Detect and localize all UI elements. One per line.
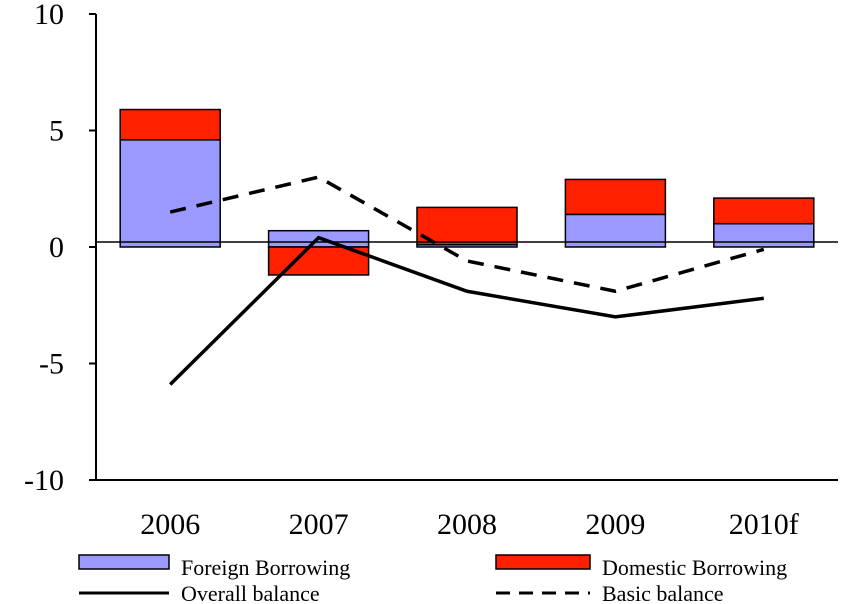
y-tick-label: 5	[49, 115, 64, 148]
x-tick-label: 2009	[585, 508, 645, 541]
legend-swatch-foreign-borrowing	[78, 554, 170, 570]
line-basic-balance	[169, 175, 765, 294]
legend-label-basic-balance: Basic balance	[602, 581, 724, 604]
legend-label-foreign-borrowing: Foreign Borrowing	[181, 555, 350, 580]
bar-foreign-borrowing	[119, 139, 221, 248]
legend-label-domestic-borrowing: Domestic Borrowing	[602, 555, 787, 580]
bar-domestic-borrowing	[119, 108, 221, 141]
bar-domestic-borrowing	[564, 178, 667, 216]
y-ticks: -10 -5 0 5 10	[24, 0, 96, 497]
legend-swatch-domestic-borrowing	[495, 554, 591, 570]
lines	[168, 175, 765, 386]
legend: Foreign Borrowing Domestic Borrowing Ove…	[78, 554, 787, 604]
x-ticks: 2006 2007 2008 2009 2010f	[140, 508, 799, 541]
y-tick-label: -10	[24, 464, 64, 497]
line-overall-balance	[168, 235, 765, 386]
bars	[119, 108, 815, 276]
x-tick-label: 2007	[289, 508, 349, 541]
y-tick-label: 0	[49, 231, 64, 264]
y-tick-label: 10	[34, 0, 64, 31]
x-tick-label: 2008	[437, 508, 497, 541]
bar-domestic-borrowing	[416, 206, 518, 246]
y-tick-label: -5	[39, 348, 64, 381]
x-tick-label: 2006	[140, 508, 200, 541]
bar-foreign-borrowing	[713, 222, 815, 248]
bar-domestic-borrowing	[713, 197, 815, 225]
x-tick-label: 2010f	[729, 508, 799, 541]
legend-label-overall-balance: Overall balance	[181, 581, 320, 604]
